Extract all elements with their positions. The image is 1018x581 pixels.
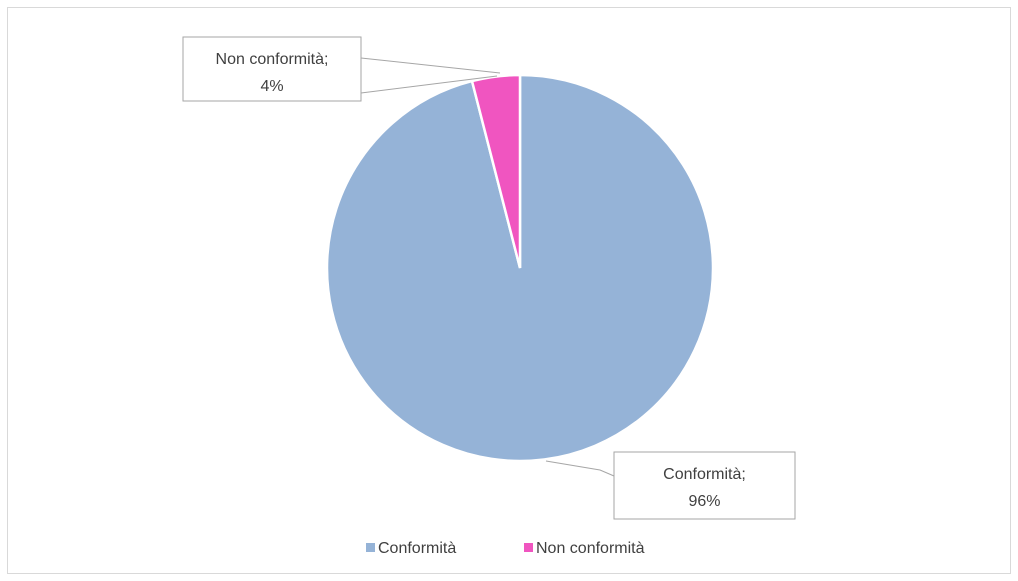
data-label-category-1: Non conformità;	[216, 51, 329, 68]
leader-lines	[360, 57, 615, 477]
data-label-box-0	[613, 451, 796, 520]
legend-swatch-0	[366, 543, 375, 552]
legend-swatch-1	[524, 543, 533, 552]
leader-line-0	[545, 460, 615, 477]
data-label-value-0: 96%	[688, 493, 720, 510]
data-label-box-1	[182, 36, 362, 102]
data-label-value-1: 4%	[260, 78, 283, 95]
pie-slices	[325, 73, 715, 463]
data-label-category-0: Conformità;	[663, 466, 746, 483]
legend-label-0: Conformità	[378, 540, 456, 557]
legend-label-1: Non conformità	[536, 540, 645, 557]
leader-line-1	[360, 57, 501, 74]
legend: Conformità Non conformità	[366, 540, 645, 557]
leader-line-2	[360, 75, 498, 94]
data-labels: Conformità; 96% Non conformità; 4%	[182, 36, 796, 520]
